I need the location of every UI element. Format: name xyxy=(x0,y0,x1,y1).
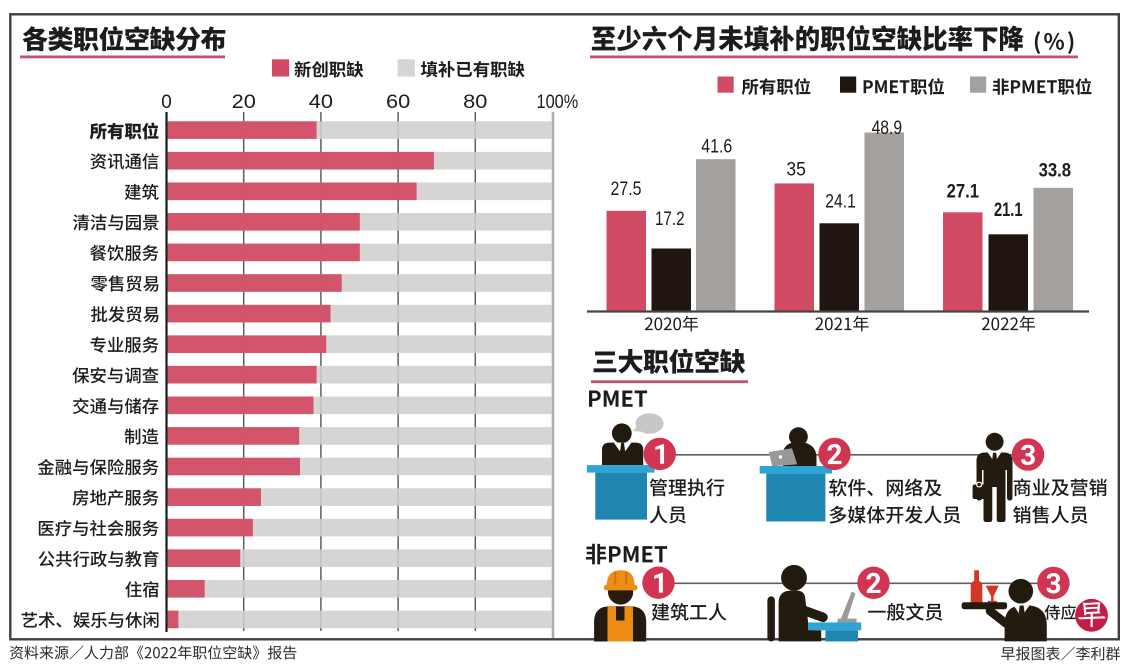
svg-text:20: 20 xyxy=(232,92,256,113)
svg-text:17.2: 17.2 xyxy=(655,209,685,230)
svg-text:60: 60 xyxy=(386,92,410,113)
svg-text:21.1: 21.1 xyxy=(994,200,1023,221)
svg-text:41.6: 41.6 xyxy=(701,136,732,157)
svg-text:27.1: 27.1 xyxy=(947,182,980,203)
svg-text:40: 40 xyxy=(309,92,333,113)
svg-text:27.5: 27.5 xyxy=(611,179,642,200)
svg-text:33.8: 33.8 xyxy=(1039,161,1072,182)
svg-text:35: 35 xyxy=(786,160,806,181)
svg-text:80: 80 xyxy=(463,92,487,113)
svg-text:0: 0 xyxy=(161,92,172,113)
svg-text:100%: 100% xyxy=(537,92,579,113)
svg-text:24.1: 24.1 xyxy=(825,192,856,213)
svg-text:48.9: 48.9 xyxy=(872,118,903,139)
